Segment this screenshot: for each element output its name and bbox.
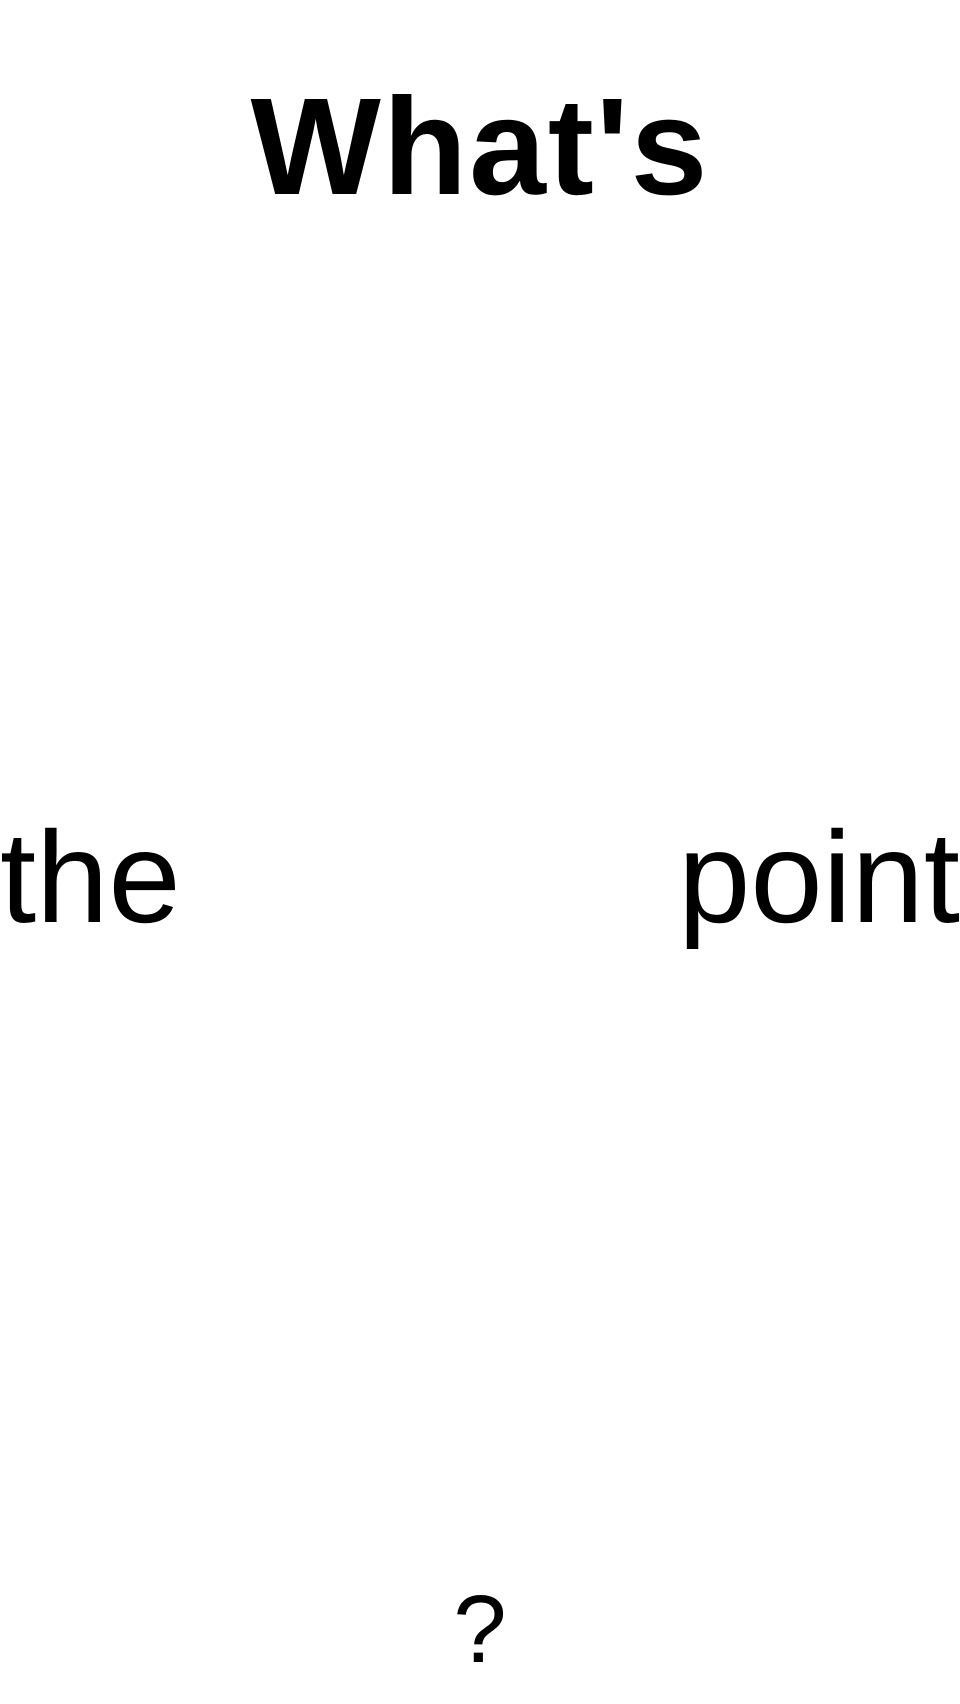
word-point: point	[678, 804, 960, 950]
question-mark: ?	[453, 1576, 507, 1683]
headline-word-whats: What's	[250, 70, 710, 224]
word-the: the	[0, 804, 181, 950]
